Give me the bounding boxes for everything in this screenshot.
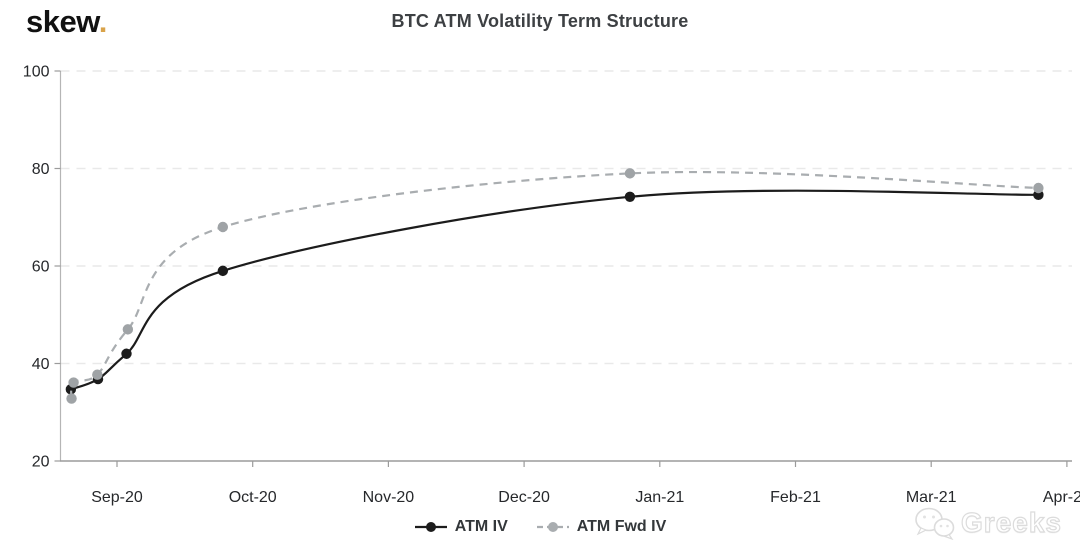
legend-item-atm-fwd-iv[interactable]: ATM Fwd IV <box>536 518 666 536</box>
legend-label: ATM IV <box>454 518 508 535</box>
legend-label: ATM Fwd IV <box>576 518 667 535</box>
legend-marker-icon <box>536 522 569 532</box>
x-axis-label: Nov-20 <box>363 489 415 506</box>
legend-marker-icon <box>414 522 447 532</box>
y-axis-label: 100 <box>23 64 50 81</box>
atm-fwd-iv-point <box>1033 182 1044 194</box>
atm-iv-point <box>121 348 132 359</box>
legend-item-atm-iv[interactable]: ATM IV <box>414 518 508 536</box>
atm-fwd-iv-point <box>92 369 103 380</box>
y-axis-label: 80 <box>32 161 50 178</box>
wechat-icon <box>915 507 955 540</box>
chart-title: BTC ATM Volatility Term Structure <box>391 11 689 31</box>
y-axis-label: 60 <box>32 259 50 276</box>
atm-fwd-iv-point <box>217 221 229 233</box>
watermark-label: Greeks <box>960 506 1062 538</box>
x-axis-label: Dec-20 <box>498 489 550 506</box>
x-axis-label: Jan-21 <box>635 489 684 506</box>
skew-logo-dot: . <box>98 4 108 39</box>
atm-fwd-iv-point <box>68 377 79 388</box>
atm-iv-line <box>70 189 1039 391</box>
atm-fwd-iv-point <box>66 393 77 404</box>
atm-iv-point <box>624 191 636 202</box>
atm-fwd-iv-point <box>624 168 636 179</box>
x-axis-label: Feb-21 <box>770 489 821 506</box>
x-axis-label: Apr-21 <box>1043 489 1080 506</box>
skew-logo: skew. <box>26 4 107 40</box>
x-axis-label: Oct-20 <box>229 489 277 506</box>
greeks-watermark: Greeks <box>913 506 1062 540</box>
y-axis-label: 20 <box>32 454 50 471</box>
x-axis-label: Sep-20 <box>91 489 143 506</box>
skew-logo-text: skew <box>26 4 99 39</box>
atm-iv-point <box>217 265 229 277</box>
chart-legend: ATM IV ATM Fwd IV <box>0 518 1080 536</box>
atm-fwd-iv-point <box>122 324 134 335</box>
x-axis-label: Mar-21 <box>906 489 957 506</box>
y-axis-label: 40 <box>32 356 50 373</box>
